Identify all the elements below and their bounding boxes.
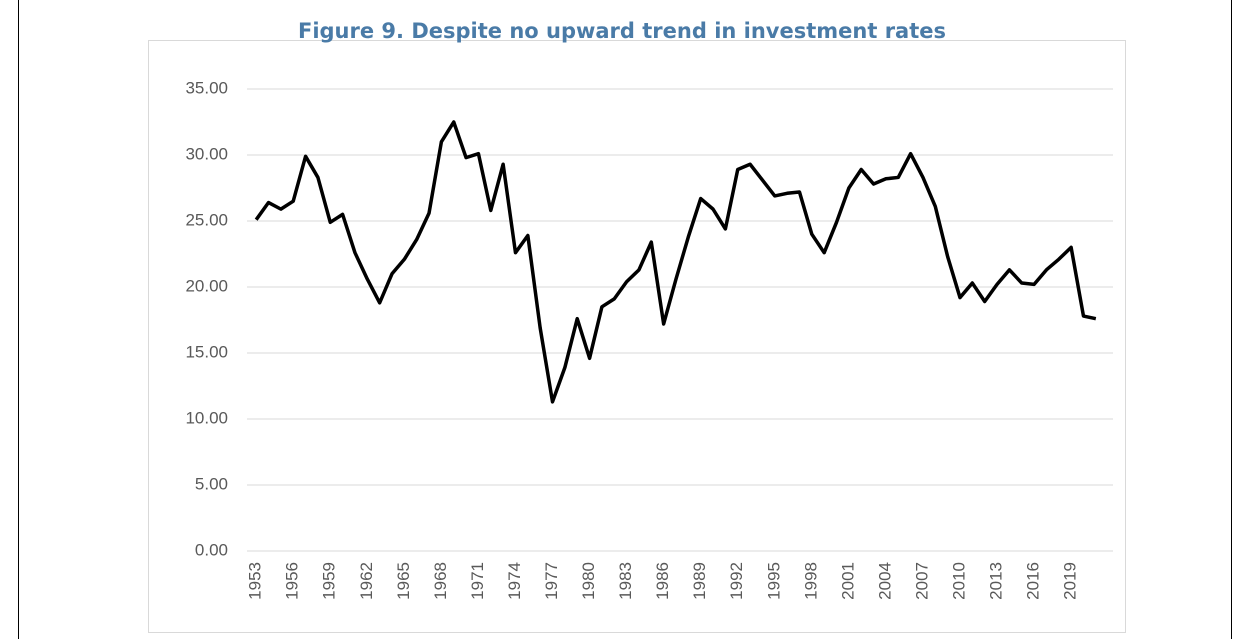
x-tick-label: 2004 <box>875 562 894 600</box>
x-tick-label: 1992 <box>727 562 746 600</box>
x-tick-label: 2007 <box>912 562 931 600</box>
x-tick-label: 1962 <box>357 562 376 600</box>
x-tick-label: 1995 <box>764 562 783 600</box>
x-tick-label: 2016 <box>1024 562 1043 600</box>
x-tick-label: 1974 <box>505 562 524 600</box>
x-tick-label: 1989 <box>690 562 709 600</box>
x-tick-label: 1971 <box>468 562 487 600</box>
chart-frame <box>148 40 1126 633</box>
x-tick-label: 1956 <box>283 562 302 600</box>
x-tick-label: 1953 <box>246 562 265 600</box>
x-tick-label: 1977 <box>542 562 561 600</box>
y-tick-label: 0.00 <box>195 540 228 559</box>
x-tick-label: 1968 <box>431 562 450 600</box>
x-tick-label: 2001 <box>838 562 857 600</box>
x-tick-label: 2019 <box>1061 562 1080 600</box>
y-tick-label: 15.00 <box>185 342 228 361</box>
x-tick-label: 1980 <box>579 562 598 600</box>
data-line <box>254 120 1097 404</box>
x-tick-label: 2010 <box>949 562 968 600</box>
x-tick-label: 1983 <box>616 562 635 600</box>
y-tick-label: 25.00 <box>185 210 228 229</box>
x-tick-label: 1959 <box>320 562 339 600</box>
y-tick-label: 10.00 <box>185 408 228 427</box>
x-tick-label: 2013 <box>987 562 1006 600</box>
x-tick-label: 1965 <box>394 562 413 600</box>
y-tick-label: 20.00 <box>185 276 228 295</box>
chart-title: Figure 9. Despite no upward trend in inv… <box>298 19 946 43</box>
y-tick-label: 35.00 <box>185 78 228 97</box>
y-tick-label: 5.00 <box>195 474 228 493</box>
y-tick-label: 30.00 <box>185 144 228 163</box>
x-tick-label: 1998 <box>801 562 820 600</box>
x-tick-label: 1986 <box>653 562 672 600</box>
